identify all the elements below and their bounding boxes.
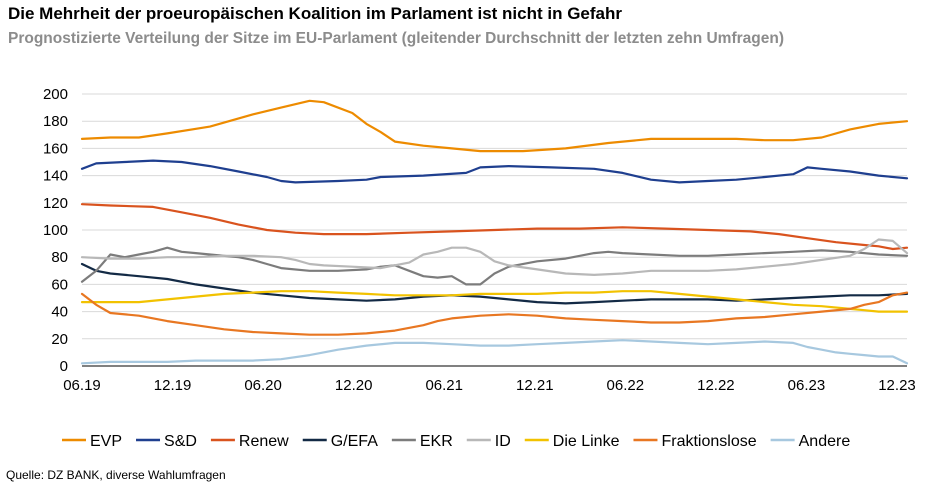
legend-item-renew: Renew: [210, 433, 289, 450]
source-note: Quelle: DZ BANK, diverse Wahlumfragen: [6, 468, 226, 482]
series-line-andere: [80, 339, 909, 365]
y-tick-label: 100: [43, 222, 68, 239]
legend-item-id: ID: [466, 433, 511, 450]
x-tick-label: 12.23: [878, 377, 916, 394]
series-line-ekr: [80, 246, 909, 286]
series-line-fraktionslose: [80, 291, 909, 336]
series-lines: [80, 99, 909, 365]
x-tick-label: 06.20: [244, 377, 282, 394]
legend-item-die-linke: Die Linke: [524, 433, 620, 450]
x-tick-label: 12.21: [516, 377, 554, 394]
chart-title: Die Mehrheit der proeuropäischen Koaliti…: [8, 4, 623, 23]
legend-label: G/EFA: [331, 433, 378, 450]
y-tick-label: 140: [43, 168, 68, 185]
series-line-id: [80, 238, 909, 276]
series-line-renew: [80, 203, 909, 251]
y-tick-label: 20: [51, 331, 68, 348]
y-tick-label: 180: [43, 113, 68, 130]
x-tick-label: 06.23: [788, 377, 826, 394]
x-tick-label: 12.19: [154, 377, 192, 394]
x-tick-label: 06.21: [425, 377, 463, 394]
legend: EVP S&D Renew G/EFA EKR ID Die Linke Fraktionsl…: [62, 433, 850, 450]
legend-label: S&D: [164, 433, 197, 450]
legend-label: Die Linke: [553, 433, 620, 450]
legend-item-fraktionslose: Fraktionslose: [633, 433, 757, 450]
legend-label: Renew: [239, 433, 289, 450]
legend-label: EKR: [420, 433, 453, 450]
series-line-g-efa: [80, 262, 909, 305]
series-line-evp: [80, 99, 909, 153]
legend-item-andere: Andere: [770, 433, 851, 450]
y-tick-label: 0: [60, 358, 68, 375]
x-tick-label: 12.22: [697, 377, 735, 394]
chart-subtitle: Prognostizierte Verteilung der Sitze im …: [8, 30, 784, 47]
legend-item-s-d: S&D: [136, 433, 197, 450]
legend-label: Fraktionslose: [661, 433, 756, 450]
x-axis-ticks: 06.19 12.19 06.20 12.20 06.21 12.21 06.22 12.22…: [63, 377, 916, 394]
legend-label: ID: [495, 433, 511, 450]
y-axis-ticks: 0 20 40 60 80 100 120 140 160 180 200: [43, 86, 68, 375]
y-tick-label: 120: [43, 195, 68, 212]
series-line-die-linke: [80, 290, 909, 313]
x-tick-label: 12.20: [335, 377, 373, 394]
series-line-s-d: [80, 159, 909, 184]
y-tick-label: 80: [51, 249, 68, 266]
y-tick-label: 60: [51, 276, 68, 293]
legend-item-ekr: EKR: [391, 433, 453, 450]
x-tick-label: 06.22: [607, 377, 645, 394]
legend-item-evp: EVP: [62, 433, 122, 450]
y-tick-label: 160: [43, 140, 68, 157]
legend-item-g-efa: G/EFA: [302, 433, 378, 450]
legend-label: EVP: [90, 433, 122, 450]
y-tick-label: 40: [51, 304, 68, 321]
legend-label: Andere: [799, 433, 851, 450]
x-tick-label: 06.19: [63, 377, 101, 394]
y-tick-label: 200: [43, 86, 68, 103]
